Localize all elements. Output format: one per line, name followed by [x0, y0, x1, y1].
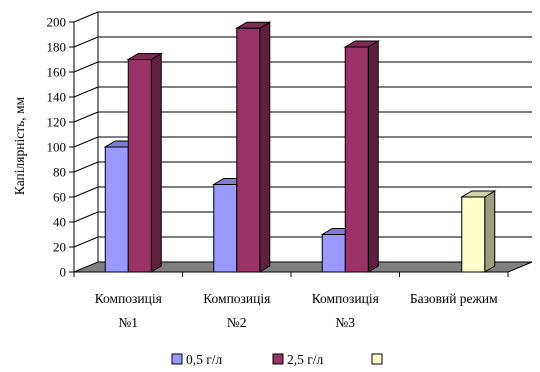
bar-0-1	[126, 52, 164, 273]
bar-side	[367, 40, 379, 273]
bar-1-1	[234, 21, 272, 273]
bar-front	[344, 46, 369, 273]
gridline-diagonal	[73, 36, 99, 48]
gridline-diagonal	[73, 161, 99, 173]
gridline-diagonal	[73, 136, 99, 148]
legend-item-1: 2,5 г/л	[272, 352, 324, 367]
bar-2-1	[343, 40, 381, 273]
gridline-diagonal	[73, 61, 99, 73]
bar-front	[127, 59, 152, 273]
legend-swatch	[171, 353, 183, 365]
bar-front	[461, 196, 486, 273]
x-tick-label: №2	[227, 315, 247, 330]
y-tick-label: 140	[47, 90, 67, 105]
bar-side	[259, 21, 271, 273]
chart-bar-layer	[103, 21, 497, 273]
x-tick-label: Композиція	[95, 291, 162, 306]
x-tick-label: Базовий режим	[410, 291, 498, 306]
gridline-diagonal	[73, 236, 99, 248]
legend-swatch	[371, 353, 383, 365]
bar-front	[104, 146, 129, 273]
chart-label-layer: 0 20 40 60 80 100 120 140 160 180 200 Композиція №1 К…	[47, 15, 499, 331]
bar-side	[484, 190, 496, 273]
legend-label: 2,5 г/л	[287, 352, 324, 367]
bar-front	[236, 27, 261, 273]
y-tick-label: 40	[53, 215, 66, 230]
y-tick-label: 80	[53, 165, 66, 180]
bar-3-2	[459, 190, 497, 273]
y-tick-label: 200	[47, 15, 67, 30]
legend-swatch	[272, 353, 284, 365]
y-tick-label: 20	[53, 240, 66, 255]
y-tick-label: 60	[53, 190, 66, 205]
y-tick-label: 160	[47, 65, 67, 80]
y-tick-label: 180	[47, 40, 67, 55]
legend-item-0: 0,5 г/л	[171, 352, 223, 367]
gridline-diagonal	[73, 111, 99, 123]
bar-front	[213, 184, 238, 273]
bar-side	[150, 52, 162, 273]
legend-label: 0,5 г/л	[186, 352, 223, 367]
y-axis-title: Капілярність, мм	[12, 96, 27, 195]
gridline-diagonal	[73, 186, 99, 198]
y-tick-label: 0	[60, 265, 67, 280]
x-tick-label: №3	[335, 315, 355, 330]
gridline-diagonal	[73, 211, 99, 223]
bar-front	[321, 234, 346, 273]
chart-grid-layer	[73, 11, 532, 248]
y-tick-label: 100	[47, 140, 67, 155]
gridline-diagonal	[73, 86, 99, 98]
legend-item-2	[371, 353, 383, 365]
gridline-diagonal	[73, 11, 99, 23]
x-tick-label: Композиція	[203, 291, 270, 306]
chart-legend: 0,5 г/л 2,5 г/л	[171, 352, 383, 367]
x-tick-label: №1	[118, 315, 138, 330]
y-tick-label: 120	[47, 115, 67, 130]
x-tick-label: Композиція	[312, 291, 379, 306]
